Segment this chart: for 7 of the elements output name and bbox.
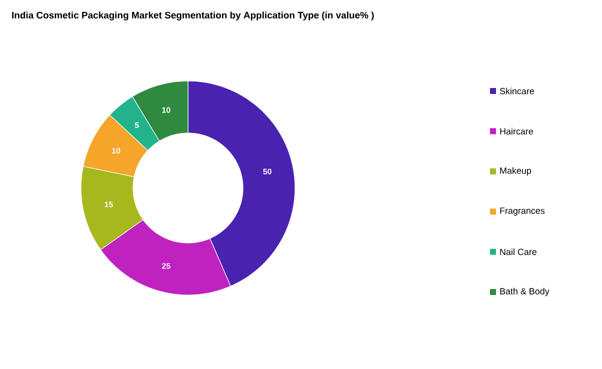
legend-label: Haircare [500, 128, 534, 134]
legend-label: Makeup [500, 167, 532, 176]
legend-label: Skincare [500, 88, 534, 94]
legend-label: Fragrances [500, 208, 545, 216]
legend-label: Bath & Body [500, 288, 550, 296]
chart-title: India Cosmetic Packaging Market Segmentation by Application Type (in value% ) [12, 12, 374, 20]
legend-label: Nail Care [500, 248, 536, 256]
